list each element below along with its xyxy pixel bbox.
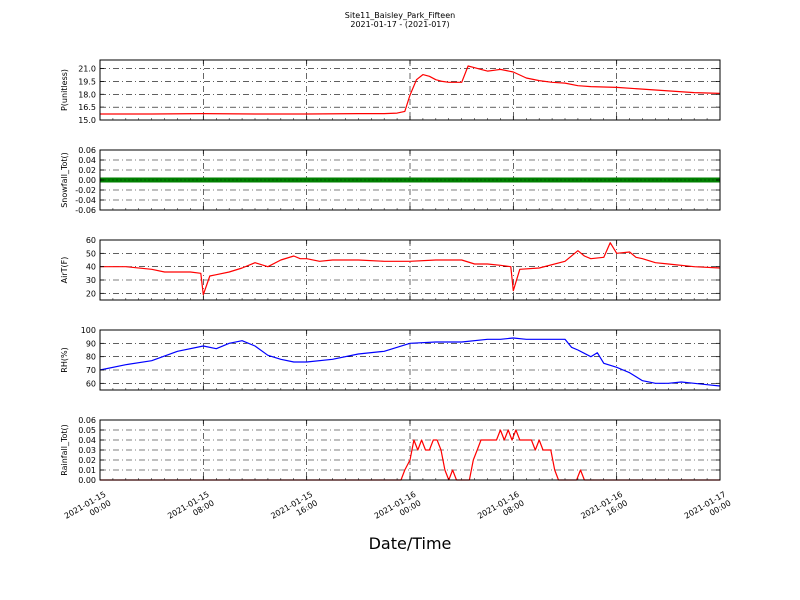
y-axis-label: Rainfall_Tot(): [60, 424, 69, 476]
y-tick-label: 0.05: [78, 426, 96, 435]
series-line-2: [100, 242, 721, 296]
y-tick-label: -0.06: [75, 206, 96, 215]
x-tick-label: 2021-01-1608:00: [476, 490, 526, 530]
y-axis-label: P(unitless): [60, 69, 69, 111]
y-tick-label: 21.0: [78, 65, 96, 74]
y-tick-label: 20: [86, 289, 96, 298]
series-line-4: [100, 429, 720, 481]
series-line-0: [100, 65, 721, 115]
y-axis-label: AirT(F): [60, 257, 69, 284]
y-axis-label: Snowfall_Tot(): [60, 152, 69, 208]
x-tick-label: 2021-01-1616:00: [579, 490, 629, 530]
y-tick-label: 18.0: [78, 90, 96, 99]
y-tick-label: 70: [86, 366, 96, 375]
chart-title: Site11_Baisley_Park_Fifteen: [344, 11, 456, 20]
y-axis-label: RH(%): [60, 347, 69, 372]
y-tick-label: 0.00: [78, 176, 96, 185]
x-tick-label: 2021-01-1600:00: [373, 490, 423, 530]
y-tick-label: 60: [86, 379, 96, 388]
y-tick-label: 30: [86, 276, 96, 285]
y-tick-label: 0.02: [78, 456, 96, 465]
y-tick-label: 15.0: [78, 116, 96, 125]
y-tick-label: 0.04: [78, 436, 96, 445]
series-line-3: [99, 337, 721, 387]
chart-subtitle: 2021-01-17 - (2021-017): [350, 20, 450, 29]
y-tick-label: 0.06: [78, 146, 96, 155]
y-tick-label: 0.06: [78, 416, 96, 425]
y-tick-label: 80: [86, 353, 96, 362]
x-tick-label: 2021-01-1700:00: [683, 490, 733, 530]
y-tick-label: 90: [86, 339, 96, 348]
x-tick-label: 2021-01-1500:00: [63, 490, 113, 530]
y-tick-label: 16.5: [78, 103, 96, 112]
x-axis-label: Date/Time: [368, 534, 452, 553]
y-tick-label: 40: [86, 263, 96, 272]
panel-2: 20 30 40 50 60 AirT(F): [60, 236, 721, 301]
y-tick-label: -0.04: [75, 196, 96, 205]
x-tick-label: 2021-01-1508:00: [166, 490, 216, 530]
y-tick-label: 0.04: [78, 156, 96, 165]
y-tick-label: 0.01: [78, 466, 96, 475]
y-tick-label: 0.02: [78, 166, 96, 175]
y-tick-label: 100: [81, 326, 96, 335]
y-tick-label: 0.03: [78, 446, 96, 455]
panel-4: 0.000.010.020.030.040.050.06 Rainfall_Tot…: [60, 416, 721, 485]
x-tick-label: 2021-01-1516:00: [269, 490, 319, 530]
y-tick-label: 50: [86, 249, 96, 258]
y-tick-label: 19.5: [78, 77, 96, 86]
panel-1: -0.06-0.04-0.020.000.020.040.06 Snowfall_…: [60, 146, 721, 215]
panel-0: 15.0 16.5 18.0 19.5 21.0 P(unitless): [60, 59, 721, 125]
y-tick-label: 0.00: [78, 476, 96, 485]
y-tick-label: -0.02: [75, 186, 96, 195]
panel-3: 60 70 80 90 100 RH(%): [60, 326, 721, 391]
y-tick-label: 60: [86, 236, 96, 245]
